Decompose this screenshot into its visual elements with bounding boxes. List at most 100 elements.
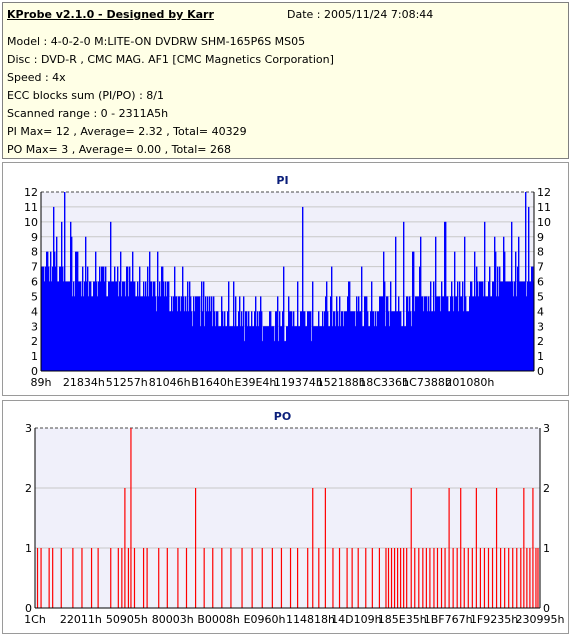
pi-bar: [62, 266, 64, 371]
pi-bar: [113, 281, 115, 371]
pi-bar: [139, 266, 141, 371]
y-tick-label-left: 6: [31, 276, 38, 289]
y-tick-label-left: 11: [24, 201, 38, 214]
pi-bar: [317, 326, 319, 371]
x-tick-label: 230995h: [516, 613, 565, 626]
pi-bar: [532, 266, 534, 371]
pi-bar: [98, 281, 100, 371]
pi-stats-line: PI Max= 12 , Average= 2.32 , Total= 4032…: [7, 125, 247, 138]
pi-bar: [111, 281, 113, 371]
pi-bar: [309, 311, 311, 371]
pi-bar: [371, 281, 373, 371]
x-tick-label: 18C336h: [359, 376, 409, 389]
pi-bar: [334, 311, 336, 371]
pi-bar: [356, 296, 358, 371]
pi-bar: [438, 296, 440, 371]
pi-bar: [256, 326, 258, 371]
pi-bar: [514, 281, 516, 371]
pi-bar: [195, 296, 197, 371]
pi-bar: [67, 281, 69, 371]
pi-bar: [122, 281, 124, 371]
y-tick-label-right: 8: [537, 246, 544, 259]
pi-bar: [302, 206, 304, 371]
pi-bar: [264, 326, 266, 371]
pi-bar: [370, 311, 372, 371]
pi-bar: [177, 311, 179, 371]
pi-bar: [422, 296, 424, 371]
y-tick-label-right: 0: [537, 365, 544, 378]
ecc-line: ECC blocks sum (PI/PO) : 8/1: [7, 89, 164, 102]
pi-bar: [52, 266, 54, 371]
pi-bar: [173, 296, 175, 371]
pi-bar: [260, 296, 262, 371]
pi-bar: [41, 266, 43, 371]
y-tick-label-right: 1: [537, 350, 544, 363]
pi-bar: [396, 311, 398, 371]
pi-bar: [502, 281, 504, 371]
pi-bar: [319, 326, 321, 371]
pi-bar: [529, 281, 531, 371]
pi-bar: [103, 266, 105, 371]
pi-bar: [266, 326, 268, 371]
pi-bar: [399, 311, 401, 371]
pi-bar: [453, 311, 455, 371]
pi-bar: [190, 296, 192, 371]
pi-bar: [180, 311, 182, 371]
y-tick-label-right: 2: [537, 335, 544, 348]
pi-bar: [357, 311, 359, 371]
pi-bar: [311, 341, 313, 371]
pi-bar: [210, 311, 212, 371]
pi-bar: [452, 296, 454, 371]
pi-bar: [162, 266, 164, 371]
pi-bar: [379, 296, 381, 371]
pi-bar: [169, 311, 171, 371]
pi-bar: [188, 311, 190, 371]
pi-bar: [285, 341, 287, 371]
y-tick-label-right: 10: [537, 216, 551, 229]
pi-bar: [179, 296, 181, 371]
app-title: KProbe v2.1.0 - Designed by Karr: [7, 8, 214, 21]
pi-bar: [444, 221, 446, 371]
pi-bar: [322, 311, 324, 371]
pi-bar: [164, 296, 166, 371]
pi-bar: [403, 221, 405, 371]
y-tick-label-right: 2: [543, 482, 550, 495]
pi-bar: [115, 281, 117, 371]
pi-bar: [193, 296, 195, 371]
pi-bar: [433, 281, 435, 371]
pi-bar: [196, 296, 198, 371]
pi-bar: [191, 311, 193, 371]
pi-bar: [198, 296, 200, 371]
pi-bar: [475, 296, 477, 371]
pi-bar: [526, 296, 528, 371]
pi-bar: [323, 326, 325, 371]
pi-bar: [387, 296, 389, 371]
pi-bar: [250, 326, 252, 371]
x-tick-label: 50905h: [106, 613, 148, 626]
pi-bar: [359, 311, 361, 371]
pi-bar: [301, 311, 303, 371]
pi-bar: [303, 311, 305, 371]
pi-bar: [353, 311, 355, 371]
pi-bar: [156, 311, 158, 371]
pi-bar: [117, 266, 119, 371]
pi-bar: [340, 326, 342, 371]
pi-bar: [329, 326, 331, 371]
pi-bar: [201, 281, 203, 371]
pi-bar: [183, 296, 185, 371]
pi-bar: [415, 296, 417, 371]
pi-bar: [366, 296, 368, 371]
pi-bar: [125, 296, 127, 371]
pi-bar: [273, 326, 275, 371]
y-tick-label-left: 12: [24, 186, 38, 199]
pi-bar: [421, 296, 423, 371]
pi-bar: [69, 281, 71, 371]
pi-bar: [81, 296, 83, 371]
y-tick-label-left: 1: [25, 542, 32, 555]
pi-bar: [449, 311, 451, 371]
x-tick-label: 81046h: [149, 376, 191, 389]
pi-bar: [505, 281, 507, 371]
pi-bar: [132, 251, 134, 371]
pi-bar: [126, 266, 128, 371]
pi-bar: [442, 296, 444, 371]
